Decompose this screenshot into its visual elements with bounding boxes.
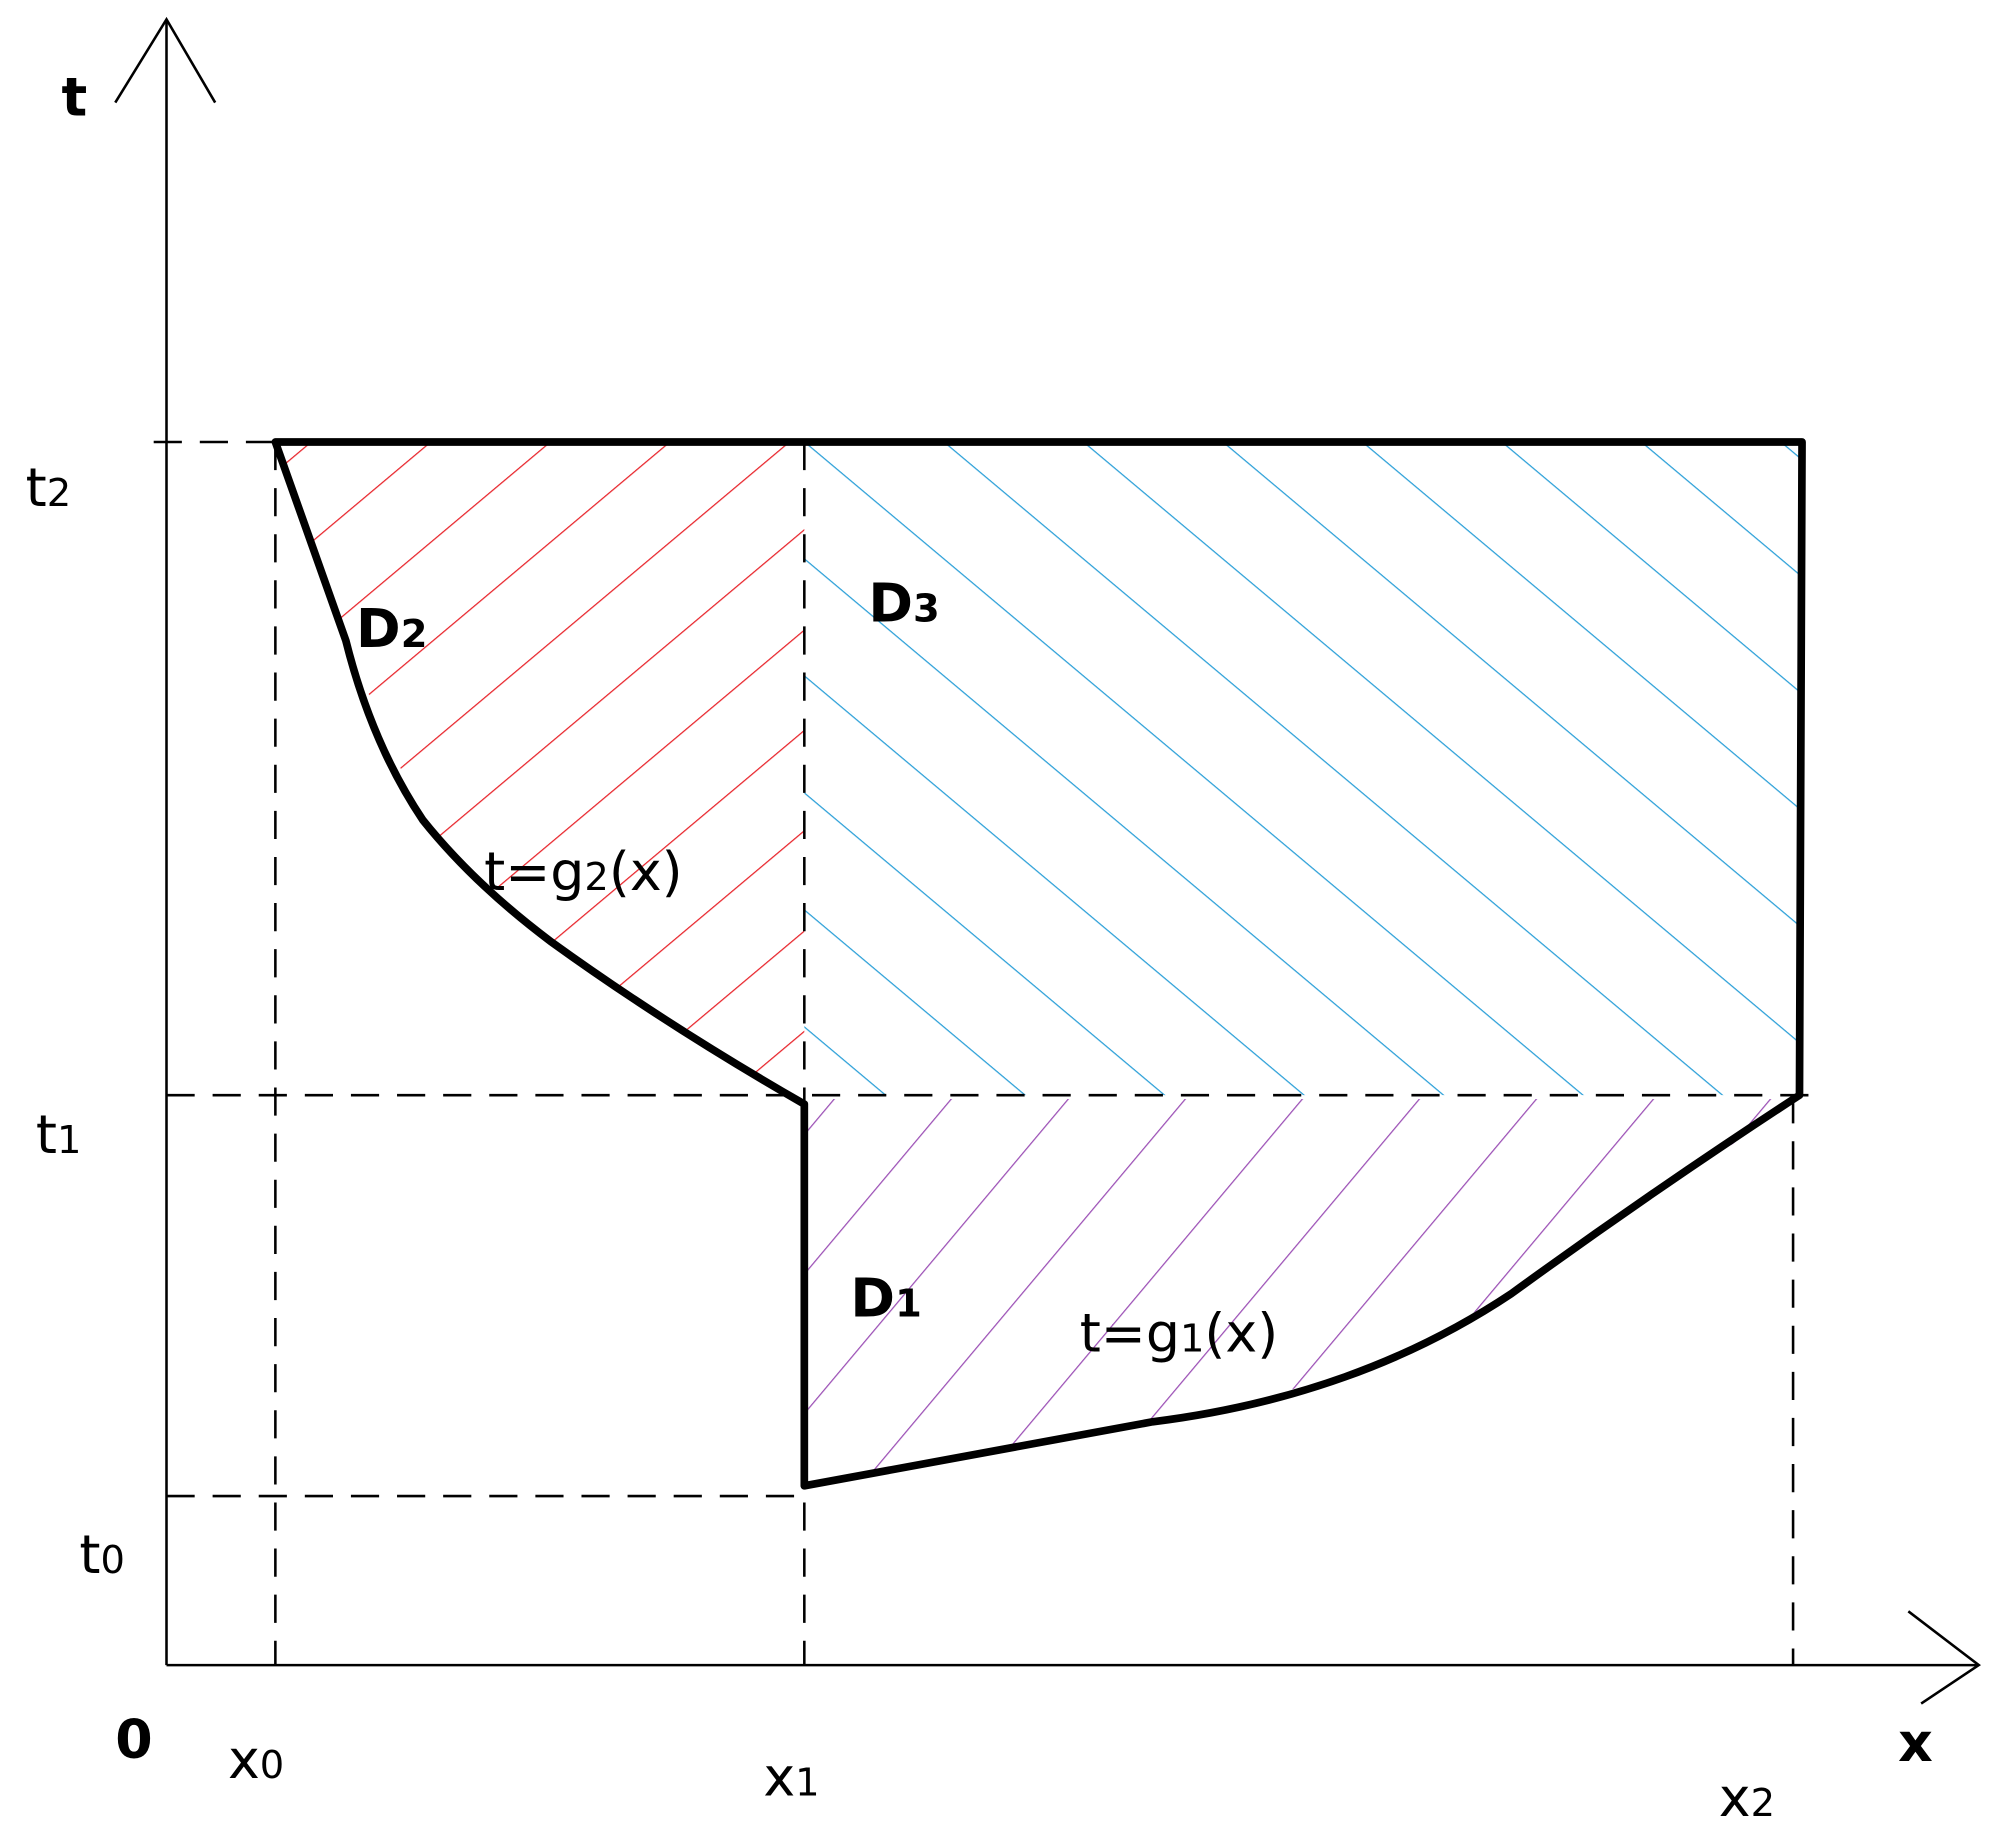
t-mark-main: t xyxy=(79,1523,100,1586)
region-label-main: D xyxy=(868,571,913,634)
boundary xyxy=(271,438,1806,1490)
origin-label: 0 xyxy=(115,1707,152,1770)
curve-label-main: t=g xyxy=(484,840,584,903)
region-label-sub: 3 xyxy=(913,586,940,631)
t-mark-sub: 2 xyxy=(47,471,71,516)
hatching xyxy=(275,441,1800,1486)
x-mark: x2 xyxy=(1719,1766,1775,1829)
x-mark-main: x xyxy=(1719,1766,1751,1829)
region-label-sub: 2 xyxy=(401,612,428,657)
x-mark-sub: 0 xyxy=(260,1743,284,1788)
curve-label: t=g1(x) xyxy=(1080,1301,1279,1364)
axes xyxy=(114,16,1981,1705)
curve-label-sub: 1 xyxy=(1180,1316,1204,1361)
t-mark: t1 xyxy=(36,1103,82,1166)
curve-label-main: t=g xyxy=(1080,1301,1180,1364)
region-label: D2 xyxy=(356,597,427,660)
curve-label-tail: (x) xyxy=(1204,1301,1278,1364)
t-mark: t2 xyxy=(26,456,72,519)
curve-label: t=g2(x) xyxy=(484,840,683,903)
x-mark-main: x xyxy=(763,1746,795,1809)
region-label: D3 xyxy=(868,571,939,634)
region-label-main: D xyxy=(850,1267,895,1330)
x-axis-label: x xyxy=(1898,1711,1933,1774)
region-label-sub: 1 xyxy=(895,1282,922,1327)
t-mark: t0 xyxy=(79,1523,125,1586)
guides xyxy=(153,440,1826,1666)
region-label: D1 xyxy=(850,1267,921,1330)
t-mark-sub: 0 xyxy=(101,1538,125,1583)
curve-label-sub: 2 xyxy=(584,855,608,900)
x-mark-main: x xyxy=(228,1728,260,1791)
x-mark: x0 xyxy=(228,1728,284,1791)
x-mark: x1 xyxy=(763,1746,819,1809)
t-mark-main: t xyxy=(36,1103,57,1166)
region-label-main: D xyxy=(356,597,401,660)
t-mark-main: t xyxy=(26,456,47,519)
t-mark-sub: 1 xyxy=(57,1118,81,1163)
x-mark-sub: 2 xyxy=(1751,1781,1775,1826)
x-mark-sub: 1 xyxy=(795,1761,819,1806)
curve-label-tail: (x) xyxy=(609,840,683,903)
t-axis-label: t xyxy=(61,65,87,128)
